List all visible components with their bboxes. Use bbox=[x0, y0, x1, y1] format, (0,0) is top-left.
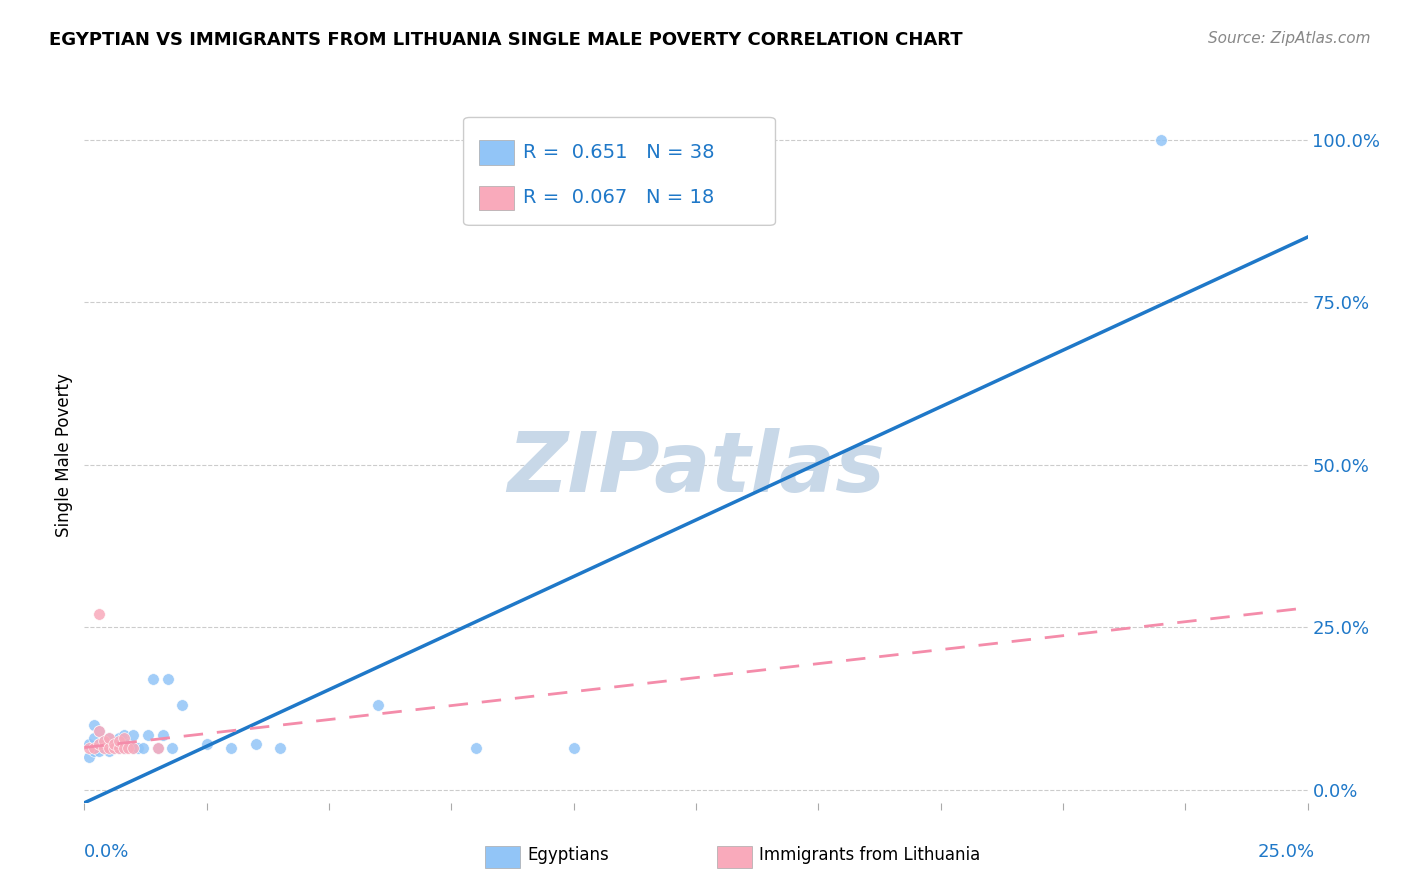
Point bbox=[122, 740, 145, 755]
Point bbox=[132, 740, 155, 755]
Point bbox=[77, 737, 100, 751]
Text: R =  0.067   N = 18: R = 0.067 N = 18 bbox=[523, 188, 714, 207]
Point bbox=[93, 740, 115, 755]
Point bbox=[103, 740, 125, 755]
Point bbox=[77, 750, 100, 764]
Text: Source: ZipAtlas.com: Source: ZipAtlas.com bbox=[1208, 31, 1371, 46]
Point bbox=[464, 740, 486, 755]
Point bbox=[142, 672, 165, 686]
FancyBboxPatch shape bbox=[464, 118, 776, 226]
Point bbox=[245, 737, 267, 751]
Point bbox=[107, 731, 129, 745]
Point bbox=[146, 740, 169, 755]
Point bbox=[195, 737, 218, 751]
Point bbox=[83, 744, 105, 758]
Point bbox=[87, 724, 110, 739]
Point bbox=[93, 740, 115, 755]
Point bbox=[152, 727, 174, 741]
Point bbox=[112, 727, 135, 741]
Point bbox=[219, 740, 242, 755]
Point bbox=[172, 698, 194, 713]
Y-axis label: Single Male Poverty: Single Male Poverty bbox=[55, 373, 73, 537]
Point bbox=[367, 698, 389, 713]
Point bbox=[562, 740, 585, 755]
Point bbox=[87, 737, 110, 751]
Text: ZIPatlas: ZIPatlas bbox=[508, 428, 884, 509]
Text: Immigrants from Lithuania: Immigrants from Lithuania bbox=[759, 847, 980, 864]
Point bbox=[77, 740, 100, 755]
Point bbox=[87, 607, 110, 622]
Point bbox=[112, 740, 135, 755]
Point bbox=[136, 727, 159, 741]
FancyBboxPatch shape bbox=[479, 140, 513, 165]
Text: EGYPTIAN VS IMMIGRANTS FROM LITHUANIA SINGLE MALE POVERTY CORRELATION CHART: EGYPTIAN VS IMMIGRANTS FROM LITHUANIA SI… bbox=[49, 31, 963, 49]
Text: 25.0%: 25.0% bbox=[1257, 843, 1315, 861]
Point bbox=[97, 744, 120, 758]
Point bbox=[122, 740, 145, 755]
Point bbox=[103, 740, 125, 755]
Point bbox=[83, 718, 105, 732]
Point bbox=[103, 737, 125, 751]
Point bbox=[156, 672, 179, 686]
Point bbox=[93, 734, 115, 748]
Point bbox=[127, 740, 149, 755]
Point bbox=[97, 731, 120, 745]
Point bbox=[117, 740, 139, 755]
Point bbox=[87, 737, 110, 751]
Point bbox=[1150, 132, 1173, 146]
Point bbox=[146, 740, 169, 755]
Text: R =  0.651   N = 38: R = 0.651 N = 38 bbox=[523, 143, 716, 161]
Text: Egyptians: Egyptians bbox=[527, 847, 609, 864]
Point bbox=[103, 737, 125, 751]
Point bbox=[112, 731, 135, 745]
Point bbox=[93, 734, 115, 748]
Point bbox=[107, 734, 129, 748]
Point bbox=[122, 727, 145, 741]
Point bbox=[269, 740, 291, 755]
Point bbox=[107, 740, 129, 755]
FancyBboxPatch shape bbox=[479, 186, 513, 210]
Point bbox=[107, 740, 129, 755]
Point bbox=[97, 740, 120, 755]
Text: 0.0%: 0.0% bbox=[84, 843, 129, 861]
Point bbox=[87, 744, 110, 758]
Point bbox=[162, 740, 184, 755]
Point bbox=[83, 740, 105, 755]
Point bbox=[87, 724, 110, 739]
Point bbox=[112, 740, 135, 755]
Point bbox=[83, 731, 105, 745]
Point bbox=[117, 737, 139, 751]
Point bbox=[97, 731, 120, 745]
